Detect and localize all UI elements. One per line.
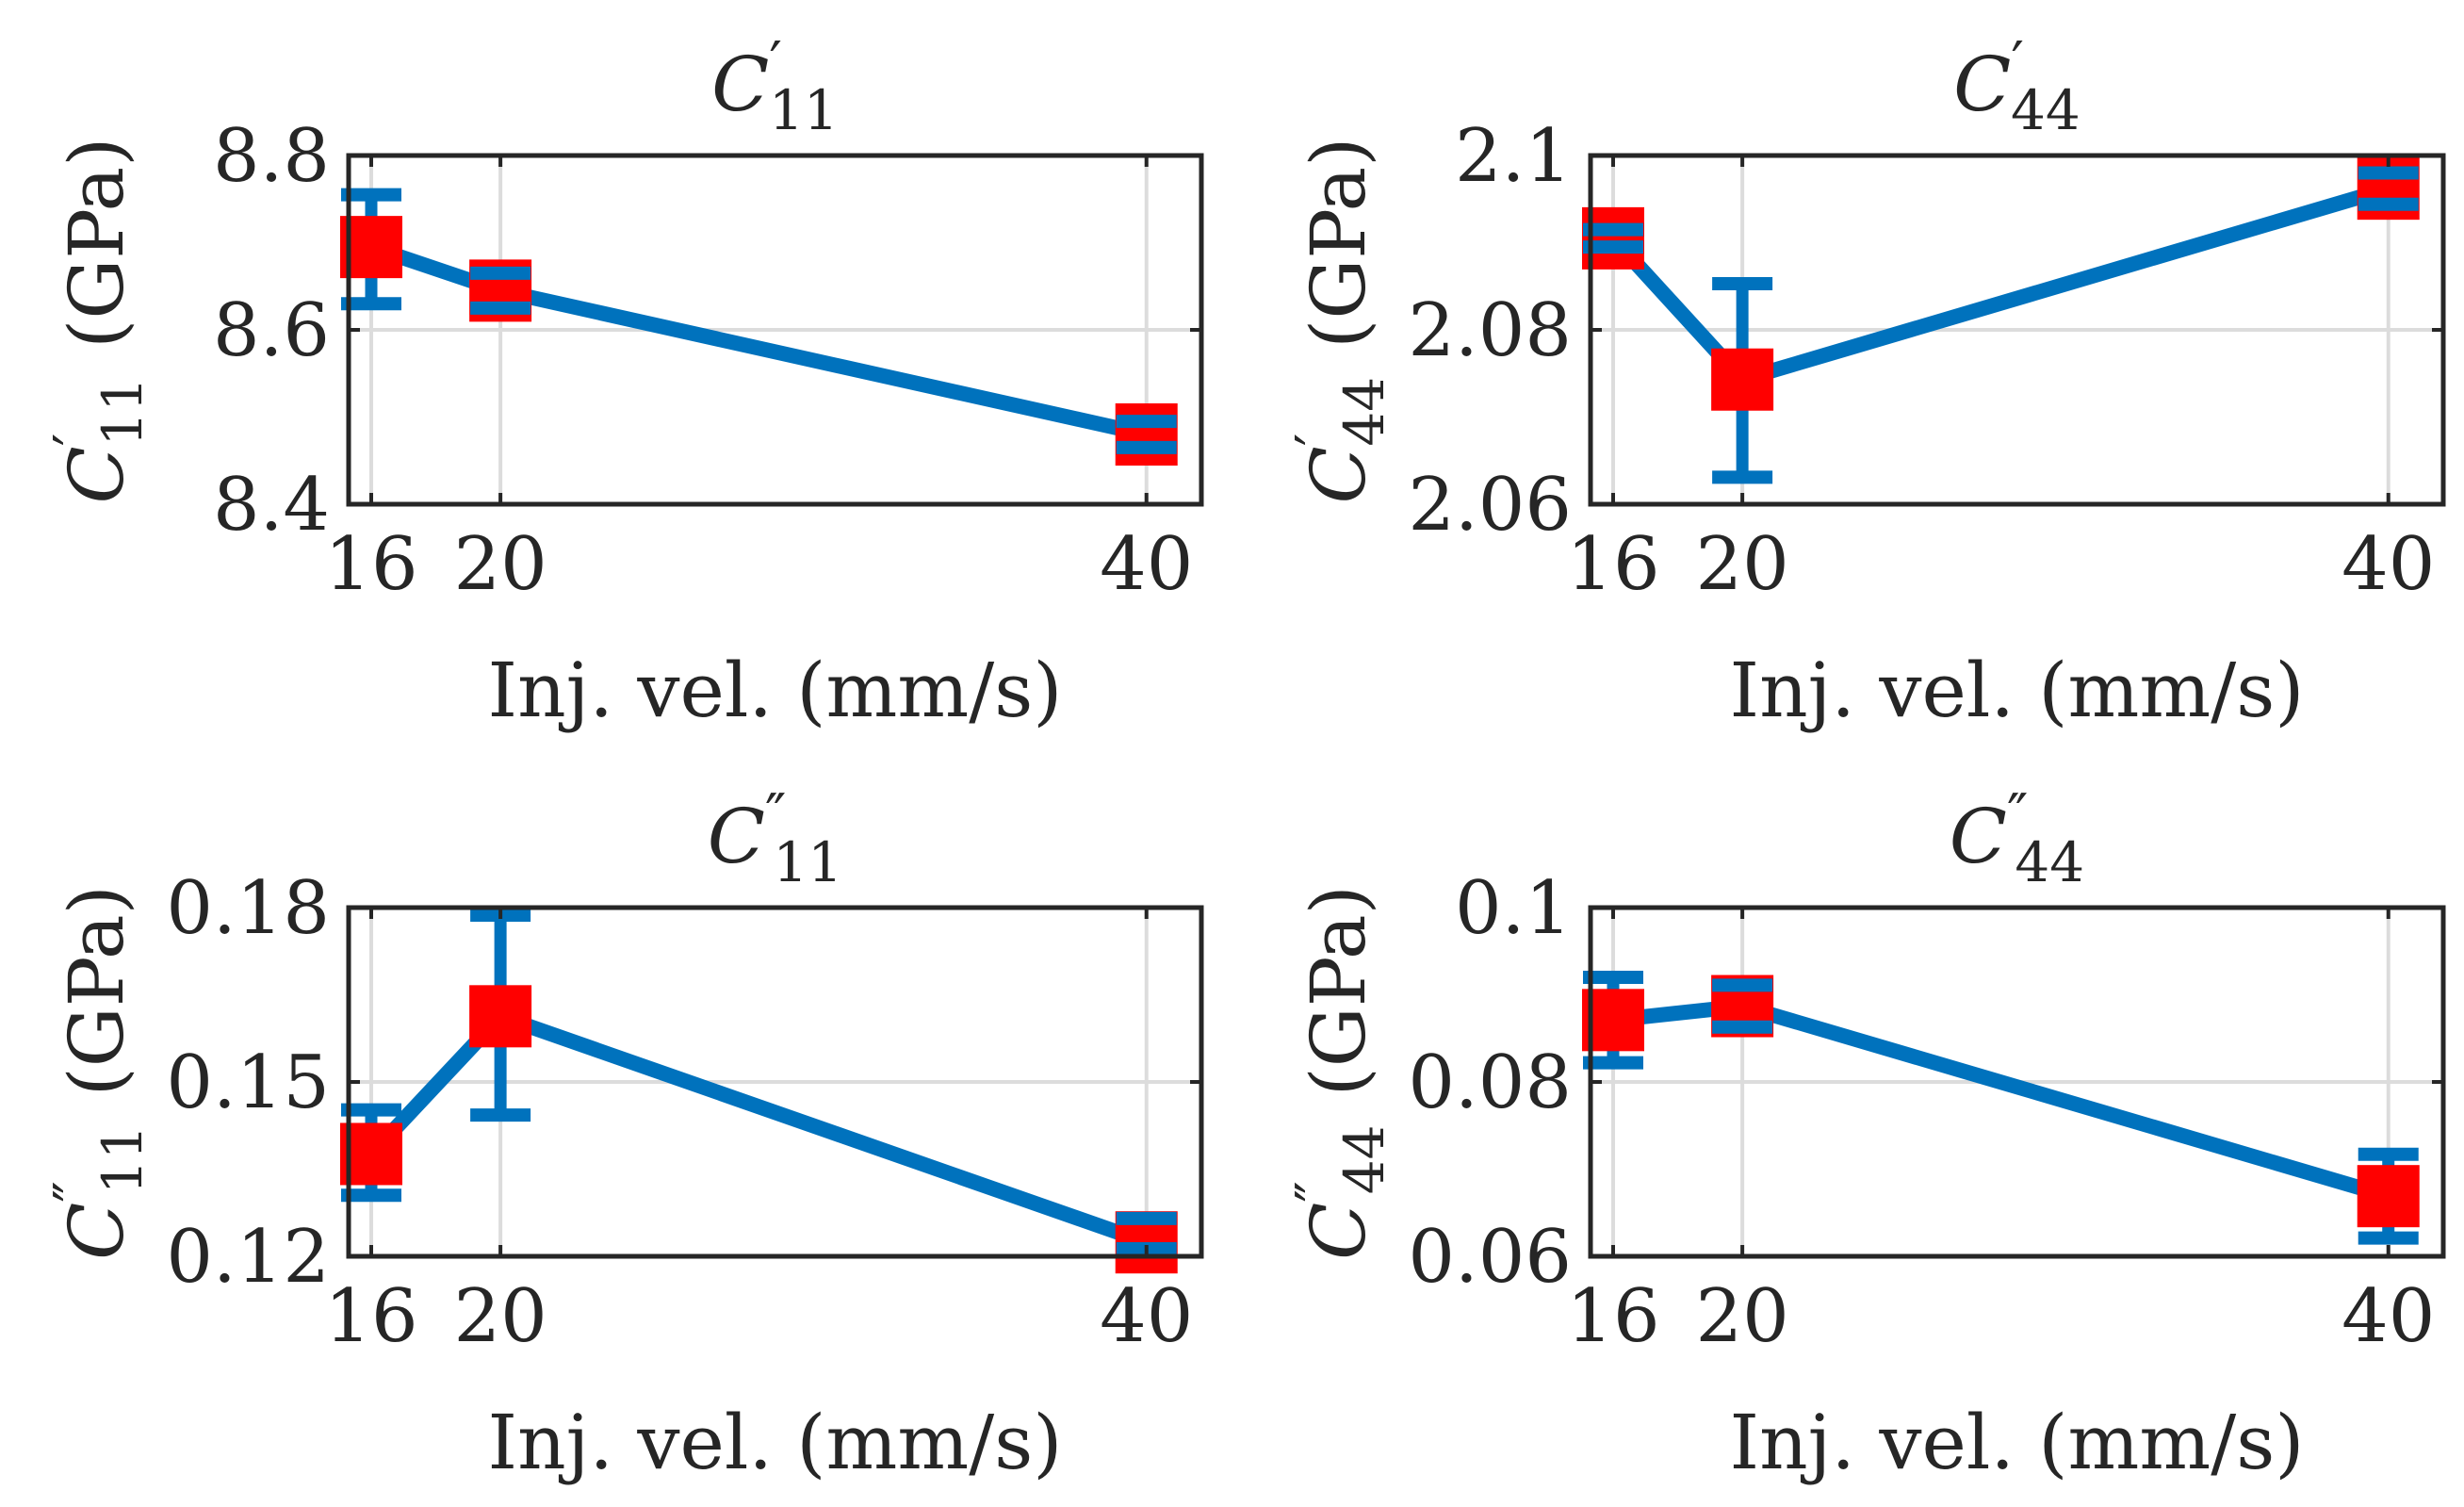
ylabel-unit: (GPa) [53, 138, 140, 349]
x-axis-title: Inj. vel. (mm/s) [1730, 647, 2305, 734]
data-marker-20 [469, 985, 532, 1048]
title-subscript: 11 [769, 78, 839, 142]
y-axis-title: C″44 (GPa) [1284, 885, 1396, 1260]
x-tick-label: 20 [453, 1274, 547, 1359]
x-tick-label: 40 [1100, 1274, 1193, 1359]
data-marker-40 [2357, 1165, 2420, 1228]
ylabel-unit: (GPa) [1295, 138, 1382, 349]
title-prime: ′ [2011, 30, 2024, 96]
y-tick-label: 0.18 [166, 866, 330, 951]
ylabel-base: C [53, 446, 140, 503]
x-axis-title: Inj. vel. (mm/s) [488, 647, 1063, 734]
ylabel-prime: ′ [1284, 434, 1350, 447]
title-subscript: 44 [2011, 78, 2081, 142]
ylabel-prime: ″ [1284, 1181, 1350, 1202]
y-tick-label: 8.8 [213, 114, 330, 199]
y-tick-label: 2.06 [1408, 463, 1572, 548]
ylabel-prime: ″ [42, 1181, 108, 1202]
data-marker-40 [1115, 403, 1178, 466]
x-axis-title: Inj. vel. (mm/s) [488, 1399, 1063, 1486]
y-tick-label: 0.06 [1408, 1215, 1572, 1300]
x-tick-label: 20 [1695, 1274, 1788, 1359]
x-tick-label: 40 [2342, 1274, 2435, 1359]
y-tick-label: 8.4 [213, 463, 330, 548]
title-prime: ′ [769, 30, 782, 96]
y-axis-title: C′44 (GPa) [1284, 138, 1396, 504]
panel-title: C″ 11 [708, 782, 842, 894]
ylabel-subscript: 11 [90, 377, 155, 447]
title-base: C [708, 793, 765, 880]
x-tick-label: 16 [1566, 522, 1659, 607]
title-subscript: 11 [773, 830, 842, 894]
y-tick-label: 0.12 [166, 1215, 330, 1300]
y-axis-title: C″11 (GPa) [42, 885, 155, 1260]
title-base: C [711, 41, 769, 128]
y-axis-title: C′11 (GPa) [42, 138, 155, 504]
title-subscript: 44 [2015, 830, 2084, 894]
panel-title: C′ 44 [1953, 30, 2081, 142]
y-tick-label: 0.08 [1408, 1040, 1572, 1125]
title-base: C [1953, 41, 2011, 128]
x-axis-title: Inj. vel. (mm/s) [1730, 1399, 2305, 1486]
x-tick-label: 40 [2342, 522, 2435, 607]
ylabel-unit: (GPa) [53, 885, 140, 1096]
panel-title: C′ 11 [711, 30, 839, 142]
ylabel-base: C [53, 1203, 140, 1260]
title-prime: ″ [765, 782, 786, 848]
ylabel-base: C [1295, 1203, 1382, 1260]
y-tick-label: 2.08 [1408, 288, 1572, 373]
x-tick-label: 20 [1695, 522, 1788, 607]
panel-title: C″ 44 [1950, 782, 2084, 894]
x-tick-label: 16 [324, 522, 417, 607]
y-tick-label: 2.1 [1455, 114, 1572, 199]
ylabel-subscript: 11 [90, 1124, 155, 1194]
x-tick-label: 16 [324, 1274, 417, 1359]
data-marker-20 [1711, 348, 1774, 411]
x-tick-label: 16 [1566, 1274, 1659, 1359]
ylabel-subscript: 44 [1332, 1124, 1396, 1194]
title-prime: ″ [2007, 782, 2028, 848]
title-base: C [1950, 793, 2007, 880]
x-tick-label: 40 [1100, 522, 1193, 607]
ylabel-subscript: 44 [1332, 377, 1396, 447]
y-tick-label: 0.1 [1455, 866, 1572, 951]
y-tick-label: 8.6 [213, 288, 330, 373]
x-tick-label: 20 [453, 522, 547, 607]
y-tick-label: 0.15 [166, 1040, 330, 1125]
ylabel-prime: ′ [42, 434, 108, 447]
ylabel-base: C [1295, 446, 1382, 503]
ylabel-unit: (GPa) [1295, 885, 1382, 1096]
